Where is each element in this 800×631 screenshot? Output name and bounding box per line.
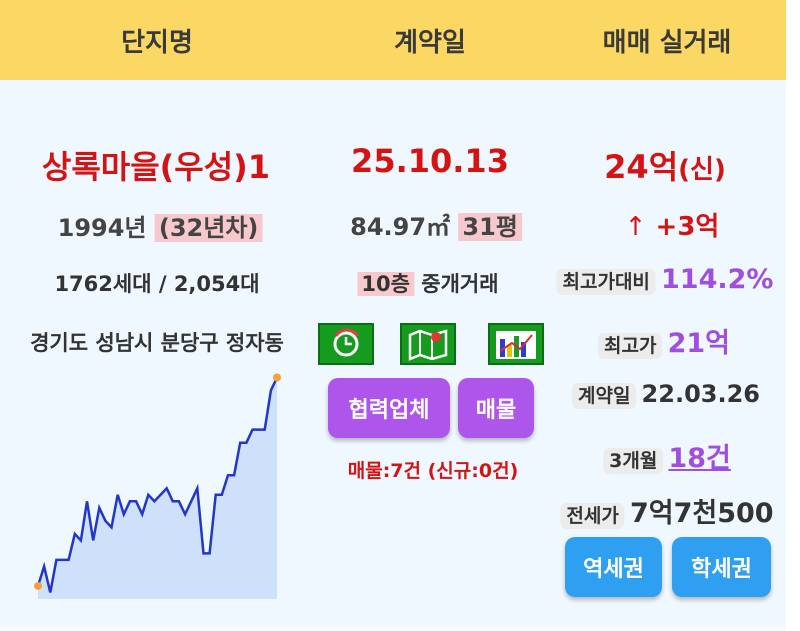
high-contract-date: 22.03.26 [641,380,760,408]
jeonse-price: 7억7천500 [629,498,774,529]
price-change-value: +3억 [655,212,720,242]
vs-high-label: 최고가대비 [556,269,656,295]
household-count: 1762세대 / 2,054대 [54,272,260,296]
jeonse-row: 전세가 7억7천500 [560,491,774,530]
price-change: ↑ +3억 [625,206,720,243]
area-pyeong: 31평 [458,213,522,241]
high-contract-label: 계약일 [572,383,637,409]
school-area-button[interactable]: 학세권 [672,537,771,597]
header-complex-name: 단지명 [121,28,193,58]
high-contract-row: 계약일 22.03.26 [572,380,760,409]
station-area-button[interactable]: 역세권 [565,537,662,597]
jeonse-label: 전세가 [560,503,625,529]
vs-high-value: 114.2% [661,264,774,295]
high-price-label: 최고가 [598,333,663,359]
partner-button[interactable]: 협력업체 [328,378,450,438]
header-trade-price: 매매 실거래 [602,28,732,58]
new-tag: (신) [678,155,726,185]
area-sqm: 84.97㎡ [350,213,451,241]
listings-button[interactable]: 매물 [458,378,534,438]
three-month-count[interactable]: 18건 [668,443,731,474]
built-year: 1994년 [57,214,147,242]
listing-count[interactable]: 매물:7건 (신규:0건) [347,460,519,482]
vs-high-row: 최고가대비 114.2% [556,264,774,295]
floor: 10층 [357,272,414,296]
high-price-row: 최고가 21억 [598,321,730,360]
map-pin-icon[interactable] [400,323,456,365]
complex-built: 1994년 (32년차) [58,208,263,243]
complex-name[interactable]: 상록마을(우성)1 [41,148,271,186]
contract-date: 25.10.13 [351,142,509,180]
header-contract-date: 계약일 [394,28,466,58]
building-age: (32년차) [154,214,263,242]
price-trend-chart [34,371,281,599]
high-price-value: 21억 [667,328,730,359]
price-trend-area [38,371,277,599]
up-arrow-icon: ↑ [624,212,647,242]
three-month-label: 3개월 [603,448,664,474]
price-trend-line [36,376,279,593]
right-margin [786,0,800,631]
table-header: 단지명 계약일 매매 실거래 [0,0,786,80]
three-month-row: 3개월 18건 [603,436,731,475]
price-trend-start-point [34,581,42,590]
floor-deal: 10층 중개거래 [357,268,499,298]
deal-type: 중개거래 [421,272,499,296]
price-amount: 24억 [604,148,679,186]
unit-size: 84.97㎡ 31평 [350,207,522,242]
complex-address: 경기도 성남시 분당구 정자동 [30,331,284,355]
clock-refresh-icon[interactable] [318,323,374,365]
row-divider [0,626,786,631]
price-trend-end-point [273,373,281,382]
bar-chart-icon[interactable] [488,323,544,365]
trade-price: 24억(신) [604,142,726,188]
